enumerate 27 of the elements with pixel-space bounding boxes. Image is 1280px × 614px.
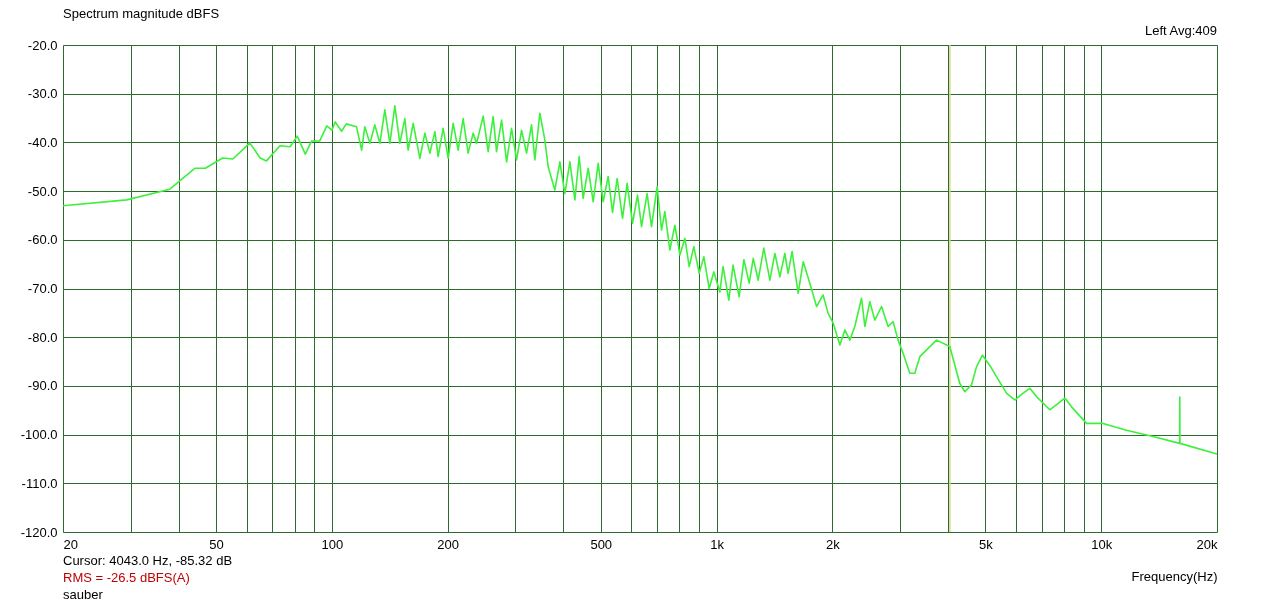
x-tick-label: 500 xyxy=(590,536,613,552)
y-tick-label: -110.0 xyxy=(21,475,58,491)
x-tick-label: 20 xyxy=(63,536,78,552)
text: Cursor: 4043.0 Hz, -85.32 dB xyxy=(63,553,233,568)
y-tick-label: -70.0 xyxy=(27,281,58,296)
y-tick-label: -40.0 xyxy=(27,134,58,150)
text: sauber xyxy=(63,587,104,602)
x-tick-label: 20k xyxy=(1196,536,1218,552)
y-tick-label: -90.0 xyxy=(27,378,58,394)
y-tick-label: -60.0 xyxy=(27,232,58,248)
y-tick-label: -50.0 xyxy=(27,183,58,199)
y-tick-label: -20.0 xyxy=(27,37,58,53)
x-tick-label: 1k xyxy=(710,536,725,552)
chart-title: Spectrum magnitude dBFS xyxy=(63,6,220,21)
x-tick-label: 2k xyxy=(825,536,841,552)
y-tick-label: -100.0 xyxy=(20,427,58,443)
x-tick-label: 10k xyxy=(1091,536,1113,552)
x-tick-label: 100 xyxy=(321,536,344,552)
x-tick-label: 5k xyxy=(979,536,994,552)
text: Left Avg:409 xyxy=(1144,23,1217,38)
y-tick-label: -120.0 xyxy=(20,524,58,540)
x-tick-label: 50 xyxy=(209,536,224,552)
x-axis-title: Frequency(Hz) xyxy=(1131,568,1218,584)
y-tick-label: -80.0 xyxy=(27,329,58,345)
text: RMS = -26.5 dBFS(A) xyxy=(63,570,190,585)
x-tick-label: 200 xyxy=(437,536,460,552)
y-tick-label: -30.0 xyxy=(27,86,58,102)
